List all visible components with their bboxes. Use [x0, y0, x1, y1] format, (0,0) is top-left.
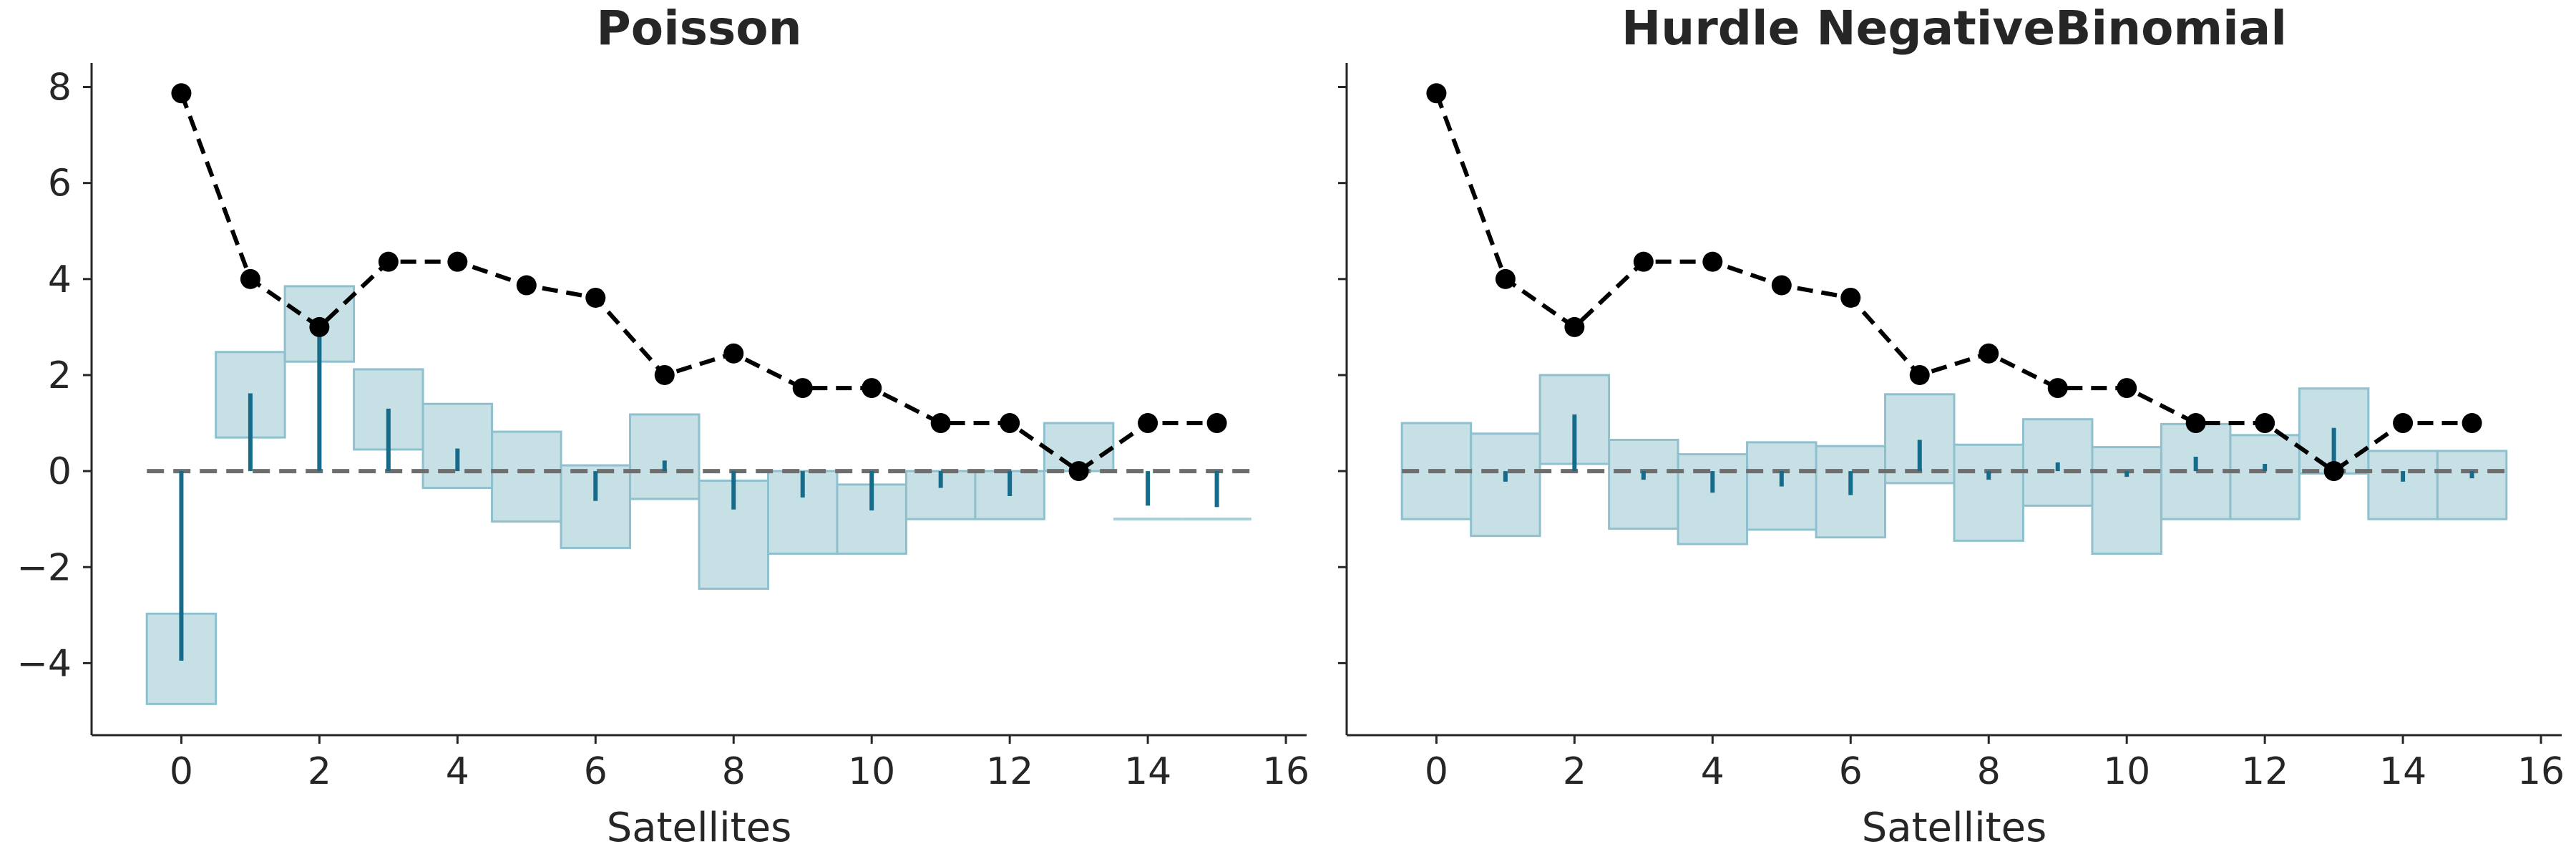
x-tick-label: 0	[1425, 750, 1448, 793]
observed-point	[723, 343, 744, 364]
x-tick-label: 12	[2241, 750, 2288, 793]
x-tick-label: 14	[2379, 750, 2426, 793]
prediction-band	[1608, 439, 1679, 530]
observed-point	[2462, 413, 2482, 434]
prediction-band	[491, 430, 562, 523]
y-tick-label: −4	[16, 642, 72, 685]
x-tick-label: 2	[1563, 750, 1586, 793]
prediction-band	[1953, 443, 2024, 542]
observed-point	[1633, 251, 1654, 272]
observed-point	[1702, 251, 1723, 272]
x-tick-label: 6	[584, 750, 608, 793]
x-tick-label: 10	[2103, 750, 2150, 793]
observed-point	[2185, 413, 2206, 434]
observed-point	[1564, 316, 1585, 337]
observed-point	[1909, 364, 1930, 385]
prediction-band	[2091, 446, 2162, 555]
observed-point	[792, 378, 813, 399]
prediction-band	[421, 402, 494, 490]
observed-point	[171, 83, 192, 104]
observed-point	[862, 378, 882, 399]
observed-point	[516, 275, 537, 296]
y-tick-label: 2	[48, 354, 72, 397]
observed-point	[654, 364, 675, 385]
prediction-band	[1677, 453, 1749, 545]
x-tick-label: 4	[446, 750, 469, 793]
observed-point	[378, 251, 399, 272]
prediction-band	[2436, 450, 2508, 520]
chart-title-poisson: Poisson	[596, 1, 801, 56]
x-tick-label: 14	[1124, 750, 1171, 793]
observed-point	[1206, 413, 1227, 434]
observed-point	[1771, 275, 1792, 296]
y-tick-label: 8	[48, 67, 72, 110]
observed-point	[2323, 461, 2344, 482]
x-tick-label: 8	[722, 750, 746, 793]
observed-point	[585, 287, 606, 308]
x-tick-label: 12	[986, 750, 1033, 793]
observed-point	[1840, 287, 1861, 308]
observed-point	[309, 316, 330, 337]
observed-point	[2047, 378, 2068, 399]
x-tick-label: 0	[170, 750, 193, 793]
y-tick-label: 4	[48, 258, 72, 301]
x-tick-label: 10	[848, 750, 895, 793]
prediction-band	[2229, 434, 2301, 520]
chart-poisson: Poisson Satellites 0 2 4 6 8 10 12 14 16 −4 −2 0 2 4 6…	[16, 1, 1309, 851]
chart-title-hurdle-negativebinomial: Hurdle NegativeBinomial	[1621, 1, 2287, 56]
x-tick-label: 8	[1977, 750, 2001, 793]
y-tick-label: 0	[48, 450, 72, 493]
observed-point	[447, 251, 468, 272]
x-axis-label-poisson: Satellites	[607, 805, 792, 851]
x-tick-label: 16	[1262, 750, 1309, 793]
y-tick-label: −2	[16, 546, 72, 589]
observed-point	[240, 268, 260, 289]
observed-point	[2393, 413, 2414, 434]
observed-point	[2117, 378, 2137, 399]
x-axis-label-hurdle-negativebinomial: Satellites	[1862, 805, 2047, 851]
observed-point	[1000, 413, 1020, 434]
prediction-band	[629, 413, 701, 500]
x-tick-label: 2	[308, 750, 331, 793]
x-tick-label: 6	[1839, 750, 1863, 793]
x-tick-label: 4	[1701, 750, 1724, 793]
observed-point	[1068, 461, 1089, 482]
observed-point	[1979, 343, 1999, 364]
observed-point	[1495, 268, 1516, 289]
x-tick-label: 16	[2517, 750, 2565, 793]
prediction-band	[2021, 418, 2094, 507]
observed-line	[179, 92, 1217, 474]
observed-line	[1434, 92, 2472, 474]
observed-point	[2255, 413, 2275, 434]
y-tick-label: 6	[48, 162, 72, 205]
observed-point	[1138, 413, 1158, 434]
observed-point	[1426, 83, 1447, 104]
chart-hurdle-negativebinomial: Hurdle NegativeBinomial Satellites 0 2 4 6 8…	[1338, 1, 2565, 851]
observed-point	[930, 413, 951, 434]
prediction-band	[2367, 450, 2439, 520]
prediction-band	[1470, 432, 1541, 538]
